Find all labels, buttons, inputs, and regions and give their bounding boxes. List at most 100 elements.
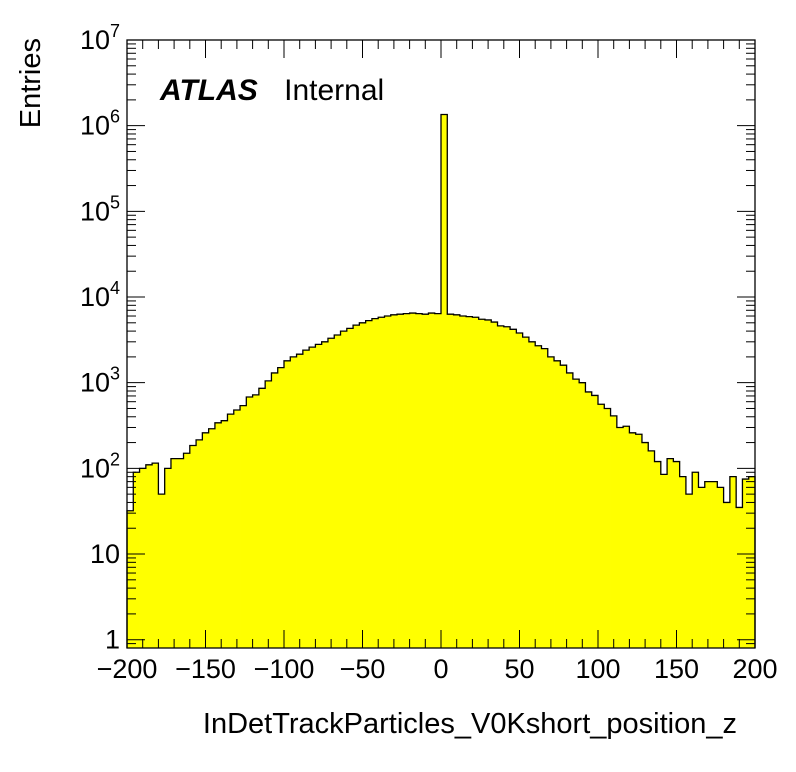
histogram-bin <box>208 428 216 648</box>
histogram-bin <box>214 422 222 648</box>
y-axis-label: Entries <box>15 38 47 128</box>
x-tick-label: −150 <box>175 654 236 684</box>
histogram-bin <box>472 317 480 648</box>
histogram-bin <box>397 314 404 648</box>
histogram-bin <box>503 326 511 648</box>
histogram-bin <box>428 313 436 648</box>
histogram-bin <box>265 380 272 648</box>
histogram-bin <box>384 316 392 648</box>
histogram-outline <box>126 113 756 648</box>
histogram-bin <box>378 317 385 648</box>
x-tick-label: 0 <box>433 654 448 684</box>
histogram-bin <box>403 313 410 648</box>
histogram-bin <box>233 409 241 648</box>
histogram-bin <box>189 445 197 648</box>
y-tick-label: 105 <box>80 192 120 226</box>
y-tick-label: 1 <box>105 625 120 655</box>
histogram-bin <box>284 360 291 648</box>
histogram-bin <box>717 487 724 648</box>
y-tick-label: 102 <box>80 449 120 483</box>
histogram-bin <box>240 405 247 648</box>
histogram-bin <box>434 313 442 648</box>
x-tick-label: 100 <box>575 654 620 684</box>
histogram-bin <box>616 427 624 648</box>
histogram-bin <box>145 464 153 648</box>
histogram-bin <box>598 404 605 648</box>
x-tick-labels: −200 −150 −100 −50 0 50 100 150 200 <box>97 654 778 684</box>
histogram-bin <box>585 391 593 648</box>
histogram-bin <box>692 472 699 648</box>
histogram-bin <box>648 450 655 648</box>
histogram-bin <box>654 461 662 648</box>
histogram-bin <box>170 458 178 648</box>
histogram-bin <box>528 341 536 648</box>
histogram-bin <box>196 439 203 648</box>
histogram-bin <box>422 314 429 648</box>
histogram-bin <box>309 347 316 648</box>
histogram-bin <box>547 356 555 648</box>
histogram-bin <box>246 397 253 648</box>
x-tick-label: −100 <box>254 654 315 684</box>
histogram-bin <box>133 472 140 648</box>
histogram-bin <box>202 432 210 648</box>
histogram-bin <box>158 494 166 648</box>
histogram-bin <box>591 395 599 648</box>
histogram-bin <box>252 394 260 648</box>
histogram-bin <box>321 341 329 648</box>
histogram-bin <box>667 458 674 648</box>
histogram-bin <box>704 481 712 648</box>
histogram-bin <box>139 468 147 648</box>
histogram-bin <box>409 313 417 648</box>
histogram-bin <box>554 360 561 648</box>
histogram-bin <box>679 476 687 648</box>
histogram-bin <box>390 314 398 648</box>
histogram-bin <box>466 316 473 648</box>
histogram-bin <box>334 335 341 648</box>
histogram-bin <box>572 379 580 648</box>
histogram-bin <box>604 408 611 648</box>
histogram-bin <box>623 426 630 648</box>
y-tick-label: 10 <box>90 539 120 569</box>
histogram-bin <box>497 325 505 648</box>
atlas-label: ATLAS Internal <box>159 74 384 107</box>
histogram-bin <box>660 474 668 648</box>
histogram-bin <box>164 468 172 648</box>
histogram-bin <box>723 502 731 648</box>
histogram-bin <box>610 415 618 648</box>
histogram-bin <box>522 337 530 648</box>
histogram-bin <box>459 316 467 648</box>
histogram-bin <box>290 356 297 648</box>
histogram-bin <box>729 476 737 648</box>
histogram-bin <box>327 338 335 648</box>
x-tick-label: −50 <box>340 654 386 684</box>
y-tick-label: 106 <box>80 107 120 141</box>
histogram-bin <box>221 420 228 648</box>
histogram-bin <box>698 487 706 648</box>
x-tick-label: −200 <box>97 654 158 684</box>
histogram-bin <box>579 382 586 648</box>
histogram-bin <box>353 325 360 648</box>
histogram-bin <box>453 314 461 648</box>
histogram-bin <box>560 365 567 648</box>
x-tick-label: 50 <box>504 654 534 684</box>
histogram-bin <box>566 372 574 648</box>
histogram-bin <box>711 481 718 648</box>
axis-ticks <box>126 39 756 649</box>
histogram-bin <box>478 319 486 648</box>
histogram-bin <box>346 328 354 648</box>
histogram-bin <box>183 453 191 648</box>
histogram-bin <box>365 320 373 648</box>
histogram-bin <box>258 388 266 648</box>
histogram-bin <box>177 458 184 648</box>
histogram-bin <box>742 479 750 648</box>
atlas-bold-text: ATLAS <box>159 74 258 107</box>
histogram-bin <box>415 313 423 648</box>
histogram-bin <box>296 354 304 648</box>
histogram-bin <box>535 345 542 648</box>
histogram-bin <box>491 322 498 648</box>
y-tick-label: 103 <box>80 364 120 398</box>
histogram-bars <box>126 113 756 648</box>
histogram-bin <box>302 350 310 648</box>
atlas-internal-text: Internal <box>284 74 384 107</box>
